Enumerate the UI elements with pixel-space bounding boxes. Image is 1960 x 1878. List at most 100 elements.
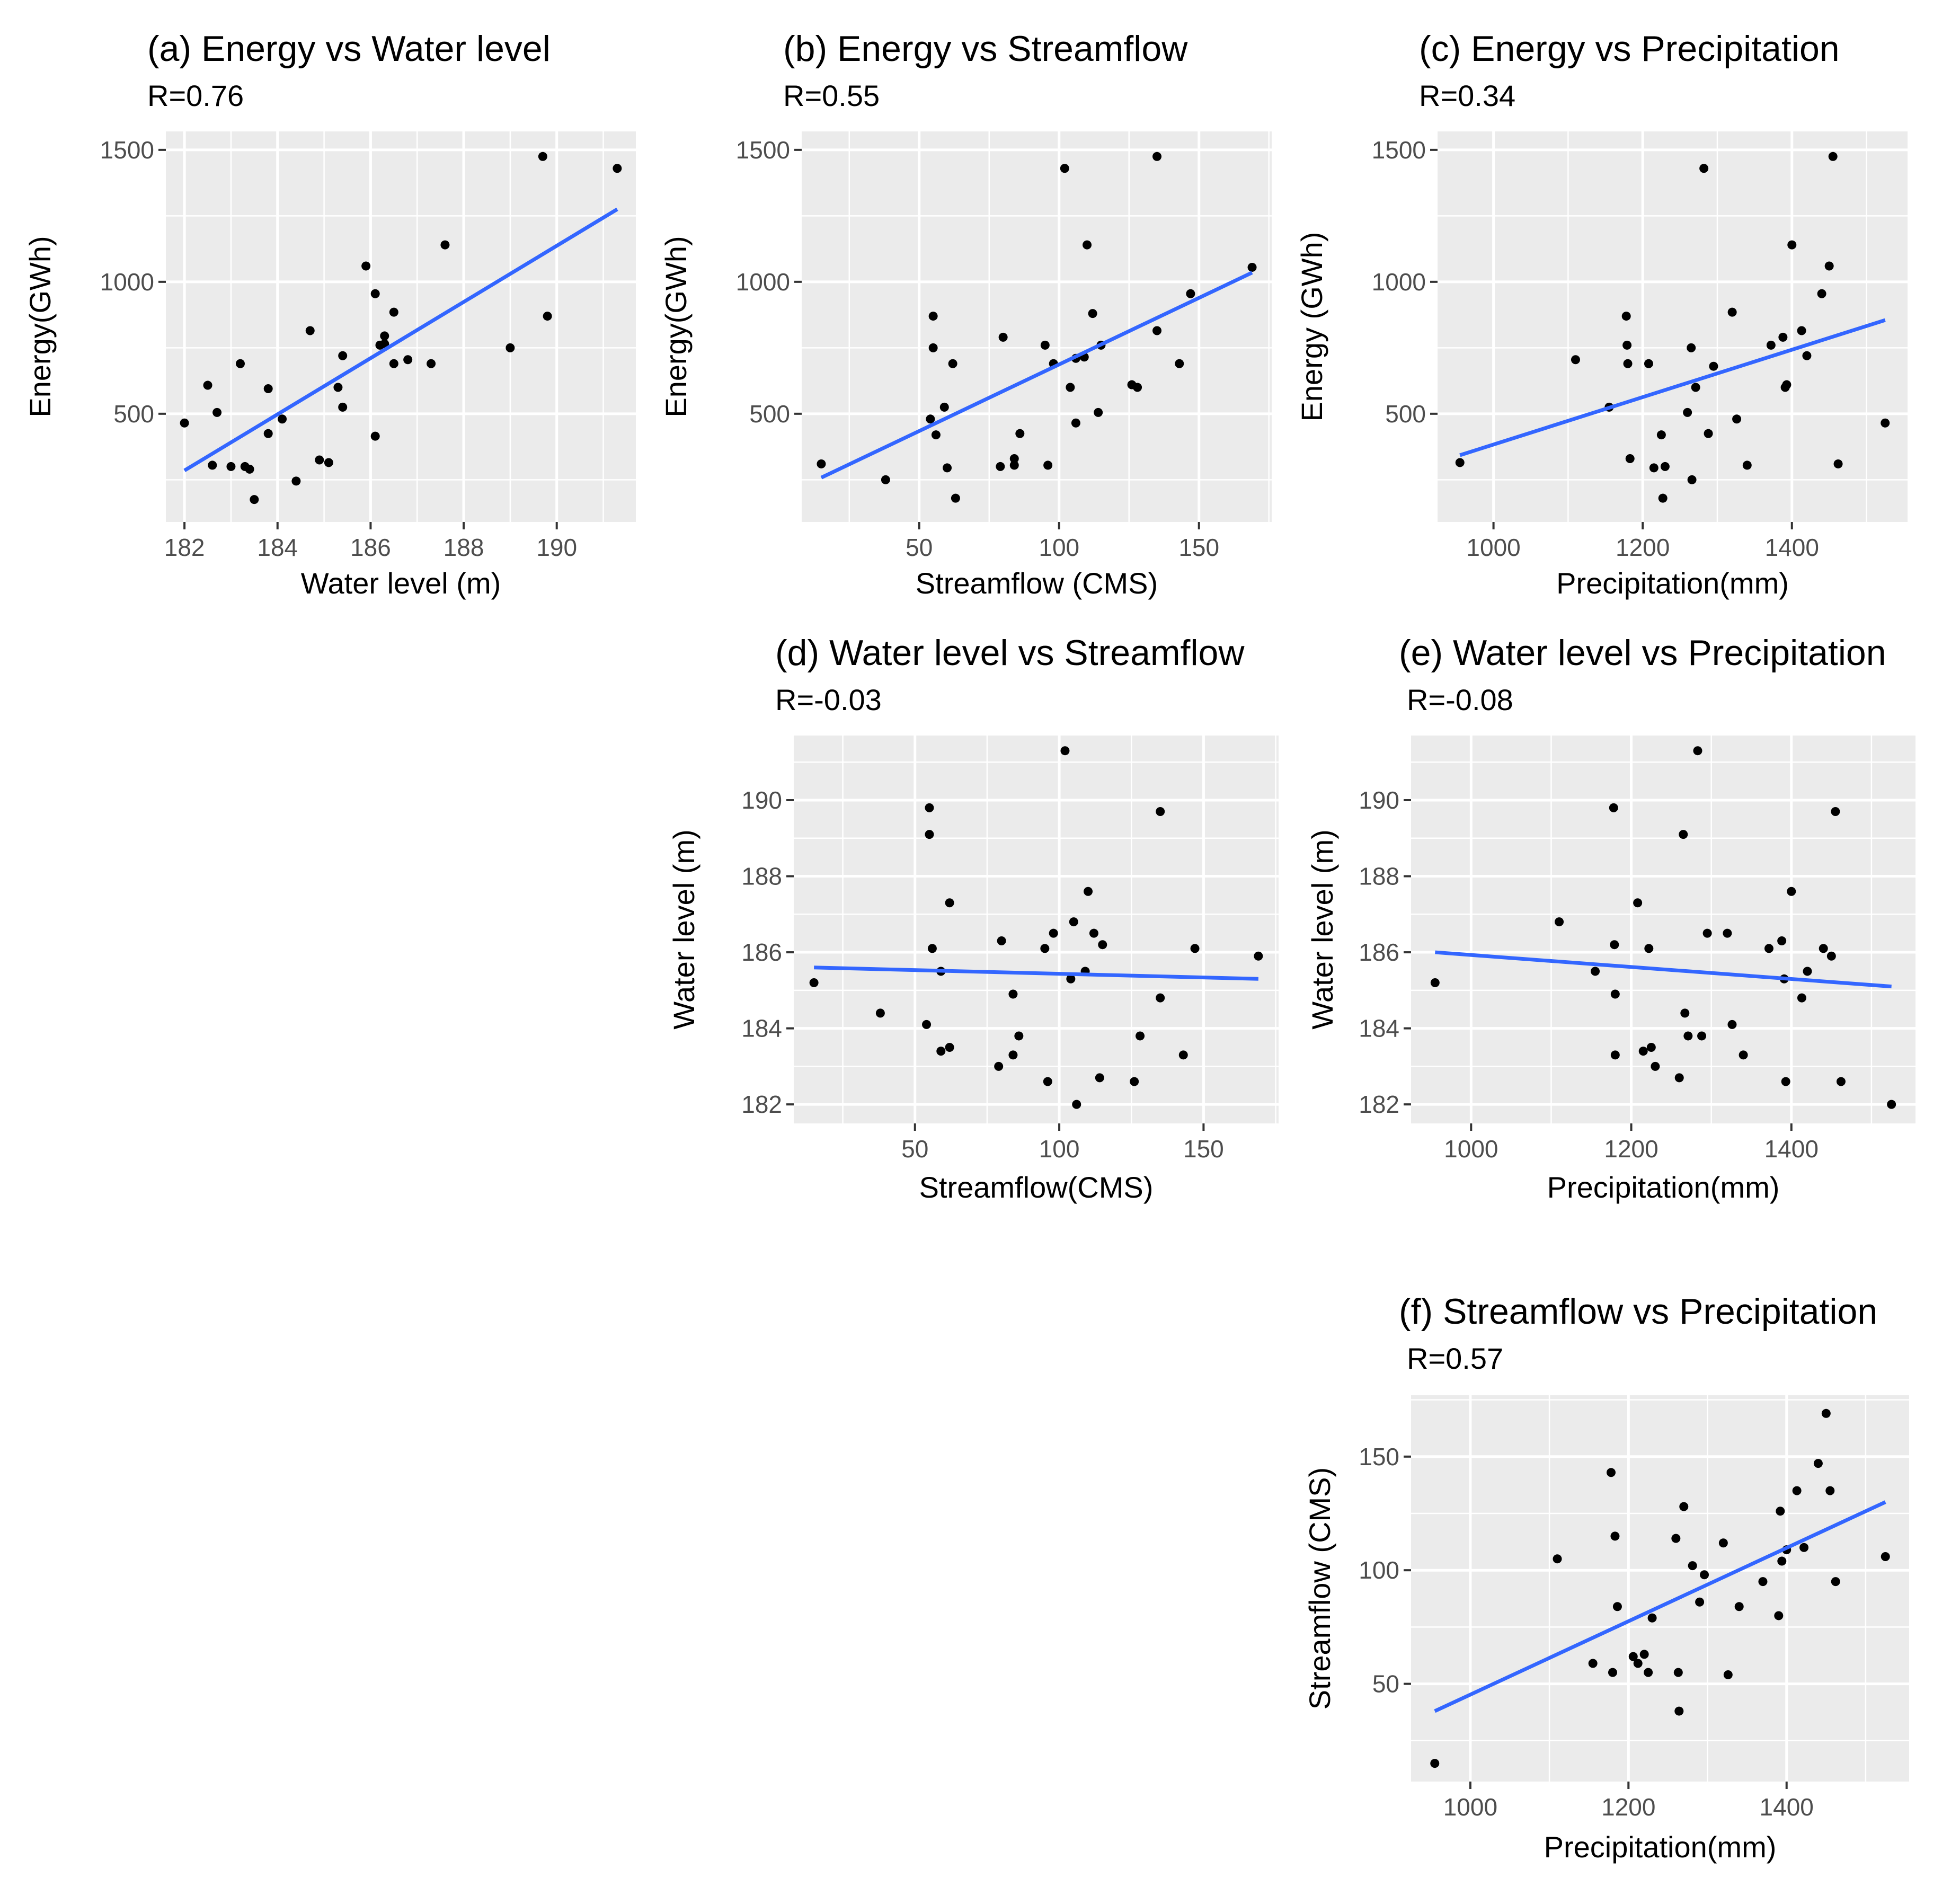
panel-title: (d) Water level vs Streamflow — [775, 633, 1245, 673]
x-tick-label: 1200 — [1616, 534, 1670, 561]
data-point — [1658, 493, 1668, 503]
data-point — [997, 936, 1006, 946]
x-tick-label: 190 — [536, 534, 577, 561]
y-tick-label: 188 — [1359, 863, 1399, 890]
data-point — [1693, 746, 1702, 756]
data-point — [1683, 1031, 1693, 1041]
data-point — [1639, 1650, 1649, 1659]
x-axis-label: Precipitation(mm) — [1556, 566, 1789, 600]
data-point — [226, 462, 236, 471]
data-point — [1674, 1706, 1684, 1716]
chart-panel-c: (c) Energy vs Precipitation R=0.34 1000 120… — [1295, 29, 1908, 600]
data-point — [1881, 1552, 1890, 1561]
plot-background — [794, 736, 1279, 1123]
data-point — [389, 359, 398, 368]
data-point — [1609, 803, 1618, 812]
data-point — [1777, 936, 1787, 946]
data-point — [928, 312, 938, 321]
panel-title: (f) Streamflow vs Precipitation — [1399, 1291, 1877, 1332]
data-point — [1646, 1042, 1656, 1052]
data-point — [1739, 1050, 1748, 1060]
data-point — [291, 476, 301, 486]
data-point — [1040, 944, 1050, 953]
x-tick-label: 1000 — [1466, 534, 1520, 561]
data-point — [931, 430, 941, 440]
data-point — [1610, 940, 1619, 950]
data-point — [1777, 1556, 1787, 1566]
data-point — [389, 307, 398, 317]
correlation-label: R=0.34 — [1419, 79, 1515, 112]
data-point — [1782, 380, 1792, 389]
data-point — [1152, 326, 1162, 335]
data-point — [1254, 951, 1263, 961]
y-tick-label: 182 — [741, 1091, 782, 1118]
data-point — [943, 463, 952, 473]
data-point — [1571, 355, 1580, 365]
data-point — [1831, 1577, 1840, 1587]
data-point — [1606, 1468, 1616, 1477]
data-point — [338, 351, 348, 360]
data-point — [1727, 307, 1737, 317]
data-point — [1776, 1507, 1785, 1516]
data-point — [945, 1042, 954, 1052]
data-point — [1156, 993, 1165, 1003]
x-axis-label: Streamflow (CMS) — [916, 566, 1158, 600]
data-point — [370, 289, 380, 298]
x-tick-label: 1000 — [1444, 1135, 1498, 1163]
data-point — [1009, 454, 1019, 463]
y-axis-label: Energy(GWh) — [23, 236, 57, 417]
y-axis-label: Streamflow (CMS) — [1303, 1467, 1336, 1709]
data-point — [1697, 1031, 1707, 1041]
data-point — [1787, 240, 1797, 250]
data-point — [1699, 164, 1709, 173]
data-point — [1826, 951, 1836, 961]
data-point — [1083, 240, 1092, 250]
data-point — [1610, 989, 1620, 999]
data-point — [1727, 1020, 1737, 1029]
correlation-label: R=-0.03 — [775, 683, 882, 716]
data-point — [427, 359, 436, 368]
data-point — [380, 331, 389, 341]
data-point — [263, 429, 273, 438]
y-tick-label: 190 — [1359, 786, 1399, 814]
data-point — [1674, 1073, 1684, 1083]
x-tick-label: 1200 — [1601, 1793, 1655, 1821]
data-point — [1792, 1486, 1802, 1495]
data-point — [1651, 1061, 1660, 1071]
x-tick-label: 1400 — [1760, 1793, 1814, 1821]
data-point — [180, 418, 189, 428]
data-point — [324, 458, 333, 467]
y-tick-label: 500 — [113, 400, 154, 428]
data-point — [926, 414, 935, 424]
y-axis-label: Energy(GWh) — [659, 236, 693, 417]
data-point — [305, 326, 315, 335]
data-point — [1633, 1659, 1643, 1668]
data-point — [1702, 928, 1712, 938]
data-point — [1084, 887, 1093, 896]
data-point — [1687, 343, 1696, 352]
data-point — [1089, 928, 1098, 938]
chart-panel-a: (a) Energy vs Water level R=0.76 182 184 186… — [23, 29, 636, 600]
data-point — [1723, 1670, 1733, 1679]
data-point — [1553, 1554, 1562, 1564]
data-point — [817, 459, 826, 468]
data-point — [1014, 1031, 1024, 1041]
data-point — [1797, 993, 1806, 1003]
data-point — [1825, 1486, 1835, 1495]
x-tick-label: 182 — [164, 534, 205, 561]
x-axis-label: Water level (m) — [301, 566, 501, 600]
data-point — [1644, 944, 1654, 953]
data-point — [1700, 1570, 1709, 1580]
data-point — [538, 152, 547, 161]
data-point — [1644, 359, 1653, 368]
data-point — [1095, 1073, 1104, 1083]
plot-background — [1411, 1395, 1909, 1782]
data-point — [1060, 746, 1070, 756]
data-point — [1732, 414, 1742, 424]
data-point — [1774, 1611, 1784, 1620]
data-point — [1709, 361, 1718, 371]
chart-panel-d: (d) Water level vs Streamflow R=-0.03 50 10… — [667, 633, 1279, 1204]
data-point — [543, 312, 552, 321]
data-point — [1623, 359, 1633, 368]
data-point — [1130, 1077, 1139, 1086]
